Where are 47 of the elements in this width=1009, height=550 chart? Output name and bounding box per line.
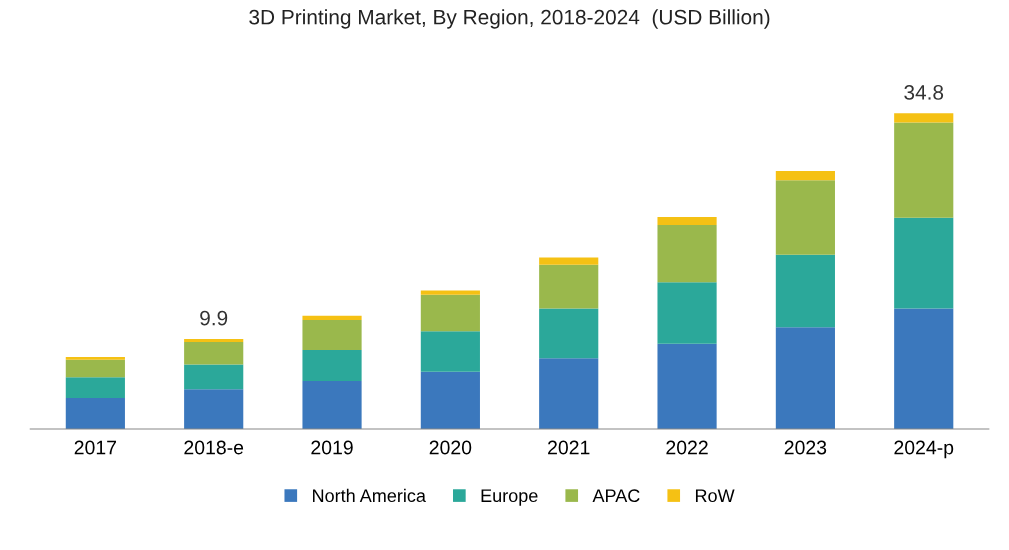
- bar: [184, 364, 244, 390]
- bar: [302, 320, 362, 351]
- bar: [65, 357, 125, 360]
- x-tick-label: 2023: [784, 440, 827, 455]
- bar: [894, 122, 954, 218]
- x-tick-label: 2017: [74, 440, 117, 455]
- bar: [420, 290, 480, 295]
- bar: [775, 254, 835, 328]
- bar: [894, 113, 954, 123]
- bar: [184, 339, 244, 342]
- bar: [420, 371, 480, 429]
- bar: [184, 341, 244, 365]
- x-tick-label: 2022: [666, 440, 708, 455]
- bar: [184, 389, 244, 429]
- bar: [65, 377, 125, 399]
- bar: [539, 308, 599, 359]
- bar: [65, 398, 125, 429]
- bar: [775, 327, 835, 429]
- bar: [775, 171, 835, 181]
- chart-title: 3D Printing Market, By Region, 2018-2024 (USD Billion): [249, 9, 770, 29]
- bar: [894, 308, 954, 429]
- bar: [302, 381, 362, 429]
- bar: [539, 264, 599, 309]
- legend-label: APAC: [592, 489, 640, 503]
- x-tick-label: 2024-p: [894, 440, 954, 459]
- bar: [894, 217, 954, 309]
- x-tick-label: 2019: [311, 440, 353, 455]
- legend-label: North America: [313, 488, 426, 503]
- bar: [657, 216, 717, 226]
- bar: [657, 343, 717, 429]
- bar: [657, 225, 717, 283]
- x-tick-label: 2021: [548, 440, 590, 455]
- bar: [302, 350, 362, 382]
- bar: [420, 331, 480, 372]
- legend-label: Europe: [481, 489, 538, 506]
- bar: [539, 358, 599, 429]
- bar: [302, 315, 362, 321]
- bar: [420, 294, 480, 332]
- annotation: 34.8: [904, 85, 944, 100]
- legend-label: RoW: [695, 489, 735, 503]
- annotation: 9.9: [200, 310, 228, 326]
- x-tick-label: 2020: [429, 440, 472, 455]
- bar: [539, 257, 599, 265]
- x-tick-label: 2018-e: [184, 440, 244, 455]
- bar: [775, 180, 835, 255]
- bar: [65, 359, 125, 378]
- bar: [657, 282, 717, 344]
